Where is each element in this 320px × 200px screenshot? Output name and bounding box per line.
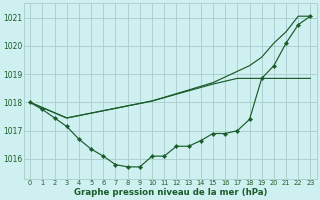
X-axis label: Graphe pression niveau de la mer (hPa): Graphe pression niveau de la mer (hPa) (74, 188, 267, 197)
